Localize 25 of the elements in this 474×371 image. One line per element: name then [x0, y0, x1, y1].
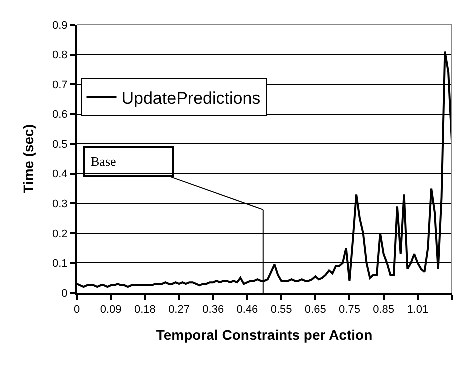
x-tick-label: 0.36	[202, 304, 224, 316]
y-axis-title: Time (sec)	[20, 124, 37, 194]
y-tick-label: 0.1	[52, 258, 68, 270]
x-tick-label: 0.65	[304, 304, 326, 316]
y-tick-label: 0.6	[52, 109, 68, 122]
y-tick-label: 0	[62, 288, 68, 300]
y-tick-label: 0.3	[52, 198, 68, 211]
annotation: Base	[91, 154, 116, 169]
x-tick-label: 0.85	[373, 304, 395, 316]
y-tick-label: 0.5	[52, 138, 68, 151]
legend-label: UpdatePredictions	[122, 88, 261, 108]
y-tick-label: 0.7	[52, 79, 68, 92]
x-tick-label: 0.09	[100, 304, 122, 316]
x-axis-title: Temporal Constraints per Action	[156, 327, 373, 343]
y-tick-label: 0.4	[52, 168, 68, 181]
y-tick-label: 0.2	[52, 228, 68, 240]
y-tick-label: 0.8	[52, 50, 68, 62]
x-tick-label: 0.75	[339, 304, 360, 316]
x-tick-label: 0.46	[236, 304, 258, 316]
x-tick-label: 1.01	[407, 304, 429, 316]
x-tick-label: 0.27	[168, 304, 190, 316]
x-tick-label: 0	[74, 304, 80, 316]
y-tick-label: 0.9	[52, 20, 68, 32]
x-tick-label: 0.55	[270, 304, 292, 316]
x-tick-label: 0.18	[134, 304, 156, 316]
